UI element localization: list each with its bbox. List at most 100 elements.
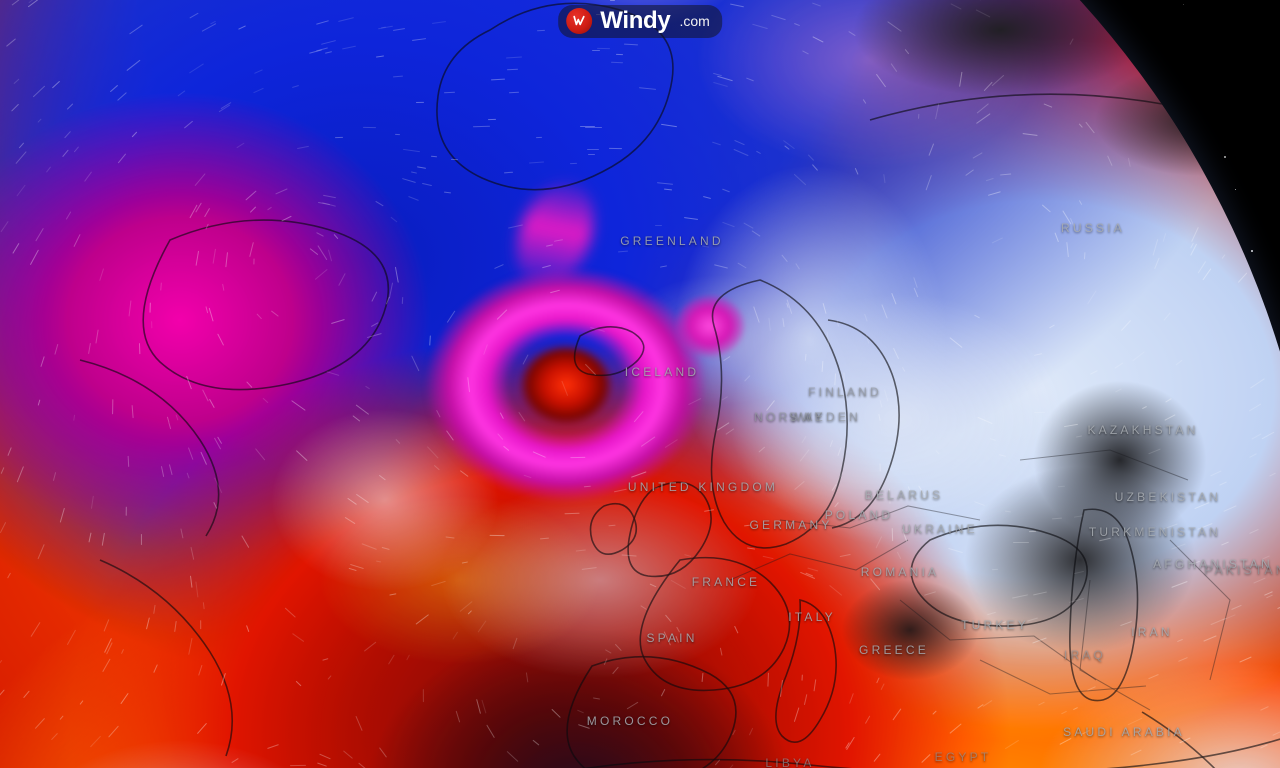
wind-particle xyxy=(1165,558,1172,562)
wind-particle xyxy=(807,154,814,161)
wind-particle xyxy=(703,508,714,512)
wind-particle xyxy=(876,73,887,88)
wind-particle xyxy=(660,123,677,127)
wind-particle xyxy=(40,355,45,367)
wind-particle xyxy=(947,547,963,553)
wind-particle xyxy=(379,746,388,758)
wind-particle xyxy=(1059,737,1071,745)
wind-particle xyxy=(561,381,569,397)
wind-particle xyxy=(830,440,834,447)
wind-particle xyxy=(609,0,615,2)
wind-particle xyxy=(262,397,269,404)
wind-particle xyxy=(564,513,580,515)
wind-particle xyxy=(18,142,25,148)
wind-particle xyxy=(794,480,806,490)
wind-particle xyxy=(119,693,129,705)
wind-particle xyxy=(1130,749,1142,756)
wind-particle xyxy=(623,43,638,46)
wind-particle xyxy=(865,335,870,345)
wind-particle xyxy=(324,51,332,54)
wind-particle xyxy=(907,486,914,500)
wind-particle xyxy=(1080,730,1089,736)
wind-particle xyxy=(62,149,69,157)
wind-particle xyxy=(392,75,404,78)
wind-particle xyxy=(15,151,27,165)
wind-particle xyxy=(835,471,844,485)
wind-particle xyxy=(1162,233,1167,242)
wind-particle xyxy=(443,191,451,194)
wind-particle xyxy=(663,631,671,645)
wind-particle xyxy=(393,27,406,31)
wind-particle xyxy=(878,413,882,421)
wind-particle xyxy=(152,664,158,674)
wind-particle xyxy=(767,672,769,687)
wind-particle xyxy=(1087,291,1097,305)
wind-particle xyxy=(834,502,839,508)
wind-particle xyxy=(73,234,81,248)
wind-particle xyxy=(1052,517,1063,520)
wind-particle xyxy=(664,438,678,448)
wind-particle xyxy=(200,619,202,629)
wind-particle xyxy=(202,389,209,402)
wind-particle xyxy=(499,412,504,420)
wind-particle xyxy=(609,524,616,527)
wind-particle xyxy=(524,475,532,479)
wind-particle xyxy=(195,581,199,597)
wind-particle xyxy=(986,611,996,616)
wind-particle xyxy=(65,211,72,220)
wind-particle xyxy=(225,251,228,268)
wind-particle xyxy=(364,641,377,652)
wind-particle xyxy=(862,99,867,104)
wind-particle xyxy=(549,289,560,293)
wind-particle xyxy=(446,310,456,324)
wind-particle xyxy=(921,753,932,763)
wind-particle xyxy=(356,493,370,503)
wind-particle xyxy=(546,244,554,248)
wind-particle xyxy=(987,191,1001,197)
wind-particle xyxy=(186,375,193,390)
wind-particle xyxy=(12,243,20,254)
wind-particle xyxy=(732,729,737,736)
wind-particle xyxy=(422,688,424,702)
wind-particle xyxy=(612,666,619,674)
wind-particle xyxy=(688,398,701,406)
wind-particle xyxy=(949,723,963,734)
wind-particle xyxy=(11,0,20,6)
wind-particle xyxy=(189,575,193,589)
wind-particle xyxy=(752,23,769,30)
wind-particle xyxy=(1090,370,1098,375)
wind-particle xyxy=(180,528,184,539)
wind-particle xyxy=(1087,686,1096,691)
wind-particle xyxy=(73,414,76,421)
wind-particle xyxy=(734,625,739,634)
wind-particle xyxy=(0,521,7,533)
wind-particle xyxy=(593,697,601,700)
wind-particle xyxy=(197,665,203,676)
wind-particle xyxy=(532,451,546,458)
wind-particle xyxy=(30,250,39,266)
windy-logo[interactable]: Windy .com xyxy=(558,5,722,38)
wind-particle xyxy=(1178,656,1188,662)
wind-particle xyxy=(854,167,859,175)
wind-particle xyxy=(896,551,901,560)
wind-particle xyxy=(829,585,842,596)
wind-particle xyxy=(108,725,120,738)
wind-particle xyxy=(0,660,3,670)
wind-particle xyxy=(402,177,416,183)
wind-particle xyxy=(249,242,254,257)
wind-particle xyxy=(254,69,264,74)
wind-particle xyxy=(1175,359,1183,366)
wind-particle xyxy=(1192,560,1200,564)
wind-particle xyxy=(748,727,754,735)
wind-particle xyxy=(1249,403,1262,412)
wind-particle xyxy=(540,537,550,540)
wind-particle xyxy=(128,300,132,317)
wind-particle xyxy=(634,411,645,423)
wind-particle xyxy=(325,370,340,376)
wind-particle xyxy=(588,154,595,156)
wind-particle xyxy=(590,327,605,333)
wind-particle xyxy=(145,617,150,630)
wind-particle xyxy=(200,451,208,465)
wind-particle xyxy=(177,90,186,97)
